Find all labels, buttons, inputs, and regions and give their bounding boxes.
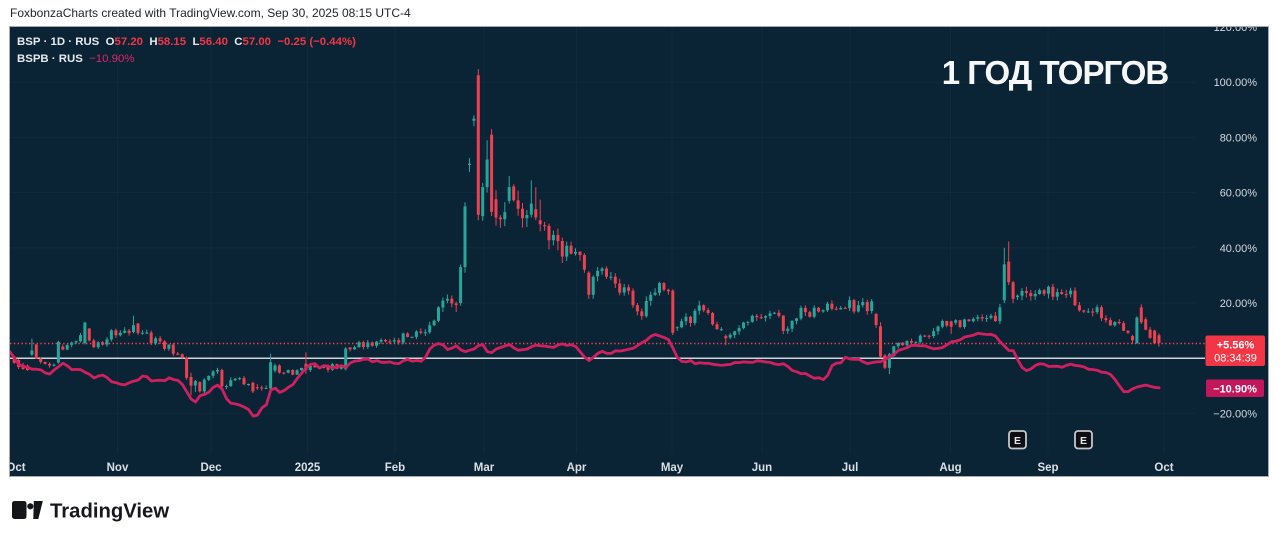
svg-text:BSP · 1D · RUS O57.20 H58.15: BSP · 1D · RUS O57.20 H58.15 L56.40 C57.…	[17, 36, 356, 48]
svg-text:120.00%: 120.00%	[1214, 27, 1258, 34]
svg-text:60.00%: 60.00%	[1220, 188, 1258, 200]
svg-text:1 ГОД ТОРГОВ: 1 ГОД ТОРГОВ	[942, 54, 1169, 91]
svg-text:+5.56%: +5.56%	[1217, 340, 1255, 352]
svg-text:Apr: Apr	[567, 462, 587, 474]
svg-text:100.00%: 100.00%	[1214, 77, 1258, 89]
svg-text:Nov: Nov	[107, 462, 129, 474]
svg-text:Dec: Dec	[200, 462, 222, 474]
svg-text:Feb: Feb	[385, 462, 405, 474]
svg-text:20.00%: 20.00%	[1220, 298, 1258, 310]
svg-text:08:34:39: 08:34:39	[1214, 353, 1257, 365]
svg-text:TradingView: TradingView	[50, 501, 169, 523]
svg-text:Aug: Aug	[939, 462, 961, 474]
svg-text:−10.90%: −10.90%	[1213, 384, 1257, 396]
svg-text:−20.00%: −20.00%	[1213, 408, 1257, 420]
svg-text:May: May	[661, 462, 684, 474]
svg-text:2025: 2025	[295, 462, 321, 474]
svg-text:40.00%: 40.00%	[1220, 243, 1258, 255]
svg-text:Oct: Oct	[1154, 462, 1173, 474]
svg-text:Mar: Mar	[474, 462, 495, 474]
svg-text:BSPB · RUS −10.90%: BSPB · RUS −10.90%	[17, 53, 134, 65]
svg-text:80.00%: 80.00%	[1220, 132, 1258, 144]
svg-text:Sep: Sep	[1037, 462, 1058, 474]
svg-text:Oct: Oct	[10, 462, 26, 474]
svg-text:Jun: Jun	[752, 462, 772, 474]
svg-text:E: E	[1080, 435, 1087, 447]
svg-text:Jul: Jul	[842, 462, 859, 474]
svg-text:E: E	[1014, 435, 1021, 447]
